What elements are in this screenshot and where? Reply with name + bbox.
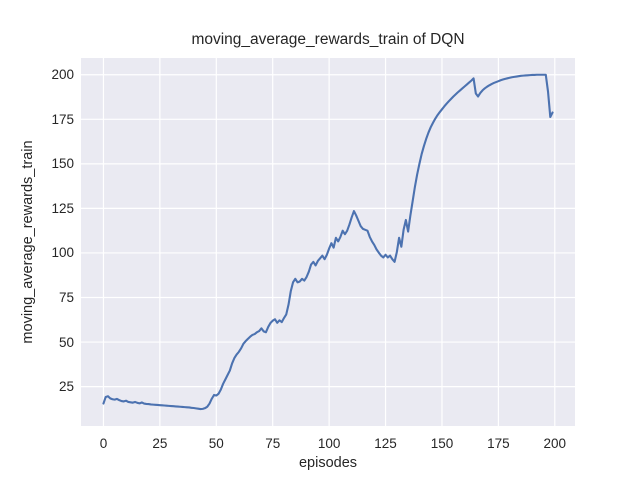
y-tick-label: 25 [58, 379, 74, 395]
x-tick-label: 150 [430, 436, 454, 451]
x-tick-label: 175 [487, 436, 510, 451]
y-tick-label: 75 [58, 290, 74, 305]
line-plot-canvas [81, 58, 575, 426]
y-tick-label: 200 [51, 67, 74, 83]
reward-line-moving_average_rewards_train [102, 73, 554, 411]
x-tick-label: 50 [208, 436, 224, 451]
x-tick-label: 0 [99, 436, 108, 451]
plot-area [81, 58, 575, 426]
y-tick-label: 150 [51, 156, 74, 172]
x-tick-label: 100 [317, 436, 341, 451]
y-tick-label: 50 [58, 334, 74, 350]
x-tick-label: 75 [265, 436, 281, 451]
x-tick-label: 125 [374, 436, 397, 451]
x-tick-label: 25 [152, 436, 168, 451]
y-tick-label: 100 [51, 245, 74, 261]
y-tick-label: 125 [51, 200, 74, 216]
x-tick-label: 200 [543, 436, 567, 451]
y-tick-label: 175 [51, 111, 74, 127]
chart-title: moving_average_rewards_train of DQN [191, 31, 465, 48]
x-axis-label: episodes [298, 455, 358, 471]
